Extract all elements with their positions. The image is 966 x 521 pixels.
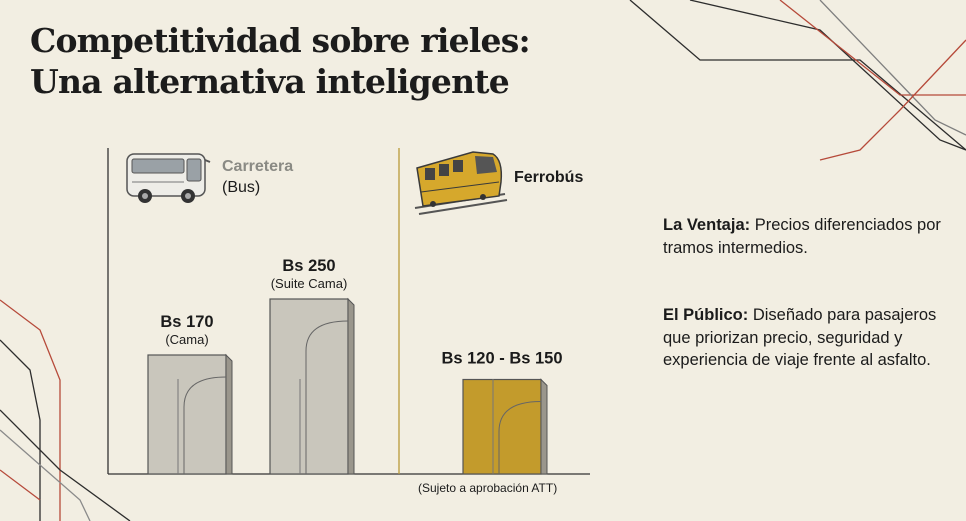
bar-side-2: [347, 297, 355, 475]
train-icon: [413, 148, 508, 223]
bar-body-2: [269, 298, 349, 475]
bar-arch-1: [183, 376, 227, 474]
advantage-label: La Ventaja:: [663, 216, 751, 234]
bus-icon: [124, 148, 214, 215]
public-label: El Público:: [663, 306, 749, 324]
page-title: Competitividad sobre rieles: Una alterna…: [30, 20, 531, 102]
value-label-3: Bs 120 - Bs 150: [441, 350, 562, 368]
bar-arch-2: [305, 320, 349, 474]
bar-3: [462, 378, 548, 475]
road-panel-title: Carretera (Bus): [222, 156, 293, 198]
public-body: Diseñado para pasajeros que priorizan pr…: [663, 306, 937, 369]
sub-label-1: (Cama): [165, 332, 208, 347]
bar-side-1: [225, 353, 233, 475]
approval-note: (Sujeto a aprobación ATT): [418, 481, 558, 495]
road-sublabel: (Bus): [222, 179, 261, 196]
title-line-2: Una alternativa inteligente: [30, 62, 510, 101]
advantage-text: La Ventaja: Precios diferenciados por tr…: [663, 214, 953, 259]
bar-body-3: [462, 378, 542, 475]
road-label: Carretera: [222, 158, 294, 175]
bar-body-1: [147, 354, 227, 475]
value-label-2: Bs 250: [282, 257, 335, 275]
bar-1: [147, 353, 233, 475]
sub-label-2: (Suite Cama): [271, 276, 348, 291]
public-text: El Público: Diseñado para pasajeros que …: [663, 304, 953, 372]
value-label-1: Bs 170: [160, 313, 213, 331]
bar-2: [269, 297, 355, 475]
title-line-1: Competitividad sobre rieles:: [30, 21, 531, 60]
bar-side-3: [540, 378, 548, 475]
advantage-body: Precios diferenciados por tramos interme…: [663, 216, 941, 257]
rail-panel-title: Ferrobús: [514, 169, 584, 186]
bar-arch-3: [498, 401, 542, 474]
